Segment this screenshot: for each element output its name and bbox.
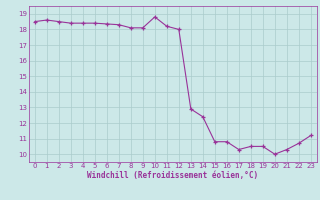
X-axis label: Windchill (Refroidissement éolien,°C): Windchill (Refroidissement éolien,°C)	[87, 171, 258, 180]
